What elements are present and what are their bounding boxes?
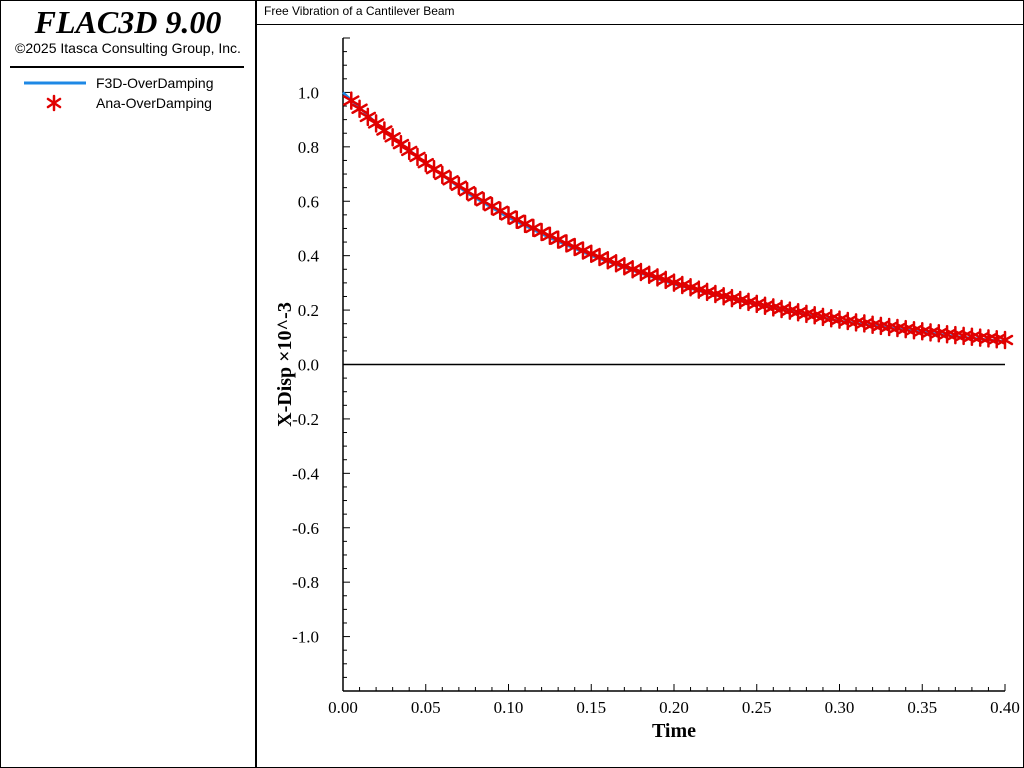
x-tick-label: 0.30: [825, 698, 855, 717]
panel-divider: [255, 0, 257, 768]
data-point-asterisk: [367, 114, 385, 133]
data-point-asterisk: [376, 121, 393, 140]
title-separator: [256, 24, 1024, 25]
legend-label-f3d: F3D-OverDamping: [96, 75, 214, 91]
data-point-asterisk: [599, 251, 617, 270]
data-point-asterisk: [624, 260, 641, 279]
x-tick-label: 0.20: [659, 698, 689, 717]
data-point-asterisk: [591, 247, 608, 267]
y-axis-label: X-Disp ×10^-3: [274, 302, 296, 427]
data-point-asterisk: [640, 265, 658, 284]
copyright-text: ©2025 Itasca Consulting Group, Inc.: [15, 40, 241, 56]
data-point-asterisk: [434, 165, 451, 185]
legend-label-ana: Ana-OverDamping: [96, 95, 212, 111]
data-point-asterisk: [409, 147, 426, 167]
data-point-asterisk: [616, 257, 633, 276]
data-point-asterisk: [665, 273, 683, 292]
y-tick-label: -1.0: [292, 628, 319, 647]
data-point-asterisk: [707, 284, 724, 304]
legend-separator: [10, 66, 244, 68]
data-point-asterisk: [674, 275, 691, 295]
data-point-asterisk: [574, 241, 592, 260]
y-tick-label: 0.6: [298, 192, 319, 211]
data-point-asterisk: [698, 282, 716, 302]
data-point-asterisk: [343, 91, 360, 110]
series-markers-ana: [343, 91, 1014, 350]
data-point-asterisk: [425, 159, 443, 179]
data-point-asterisk: [384, 128, 401, 147]
x-tick-label: 0.10: [494, 698, 524, 717]
y-tick-label: 0.4: [298, 247, 320, 266]
y-tick-label: -0.6: [292, 519, 319, 538]
series-line-f3d: [342, 91, 1006, 343]
y-tick-label: 0.8: [298, 138, 319, 157]
data-point-asterisk: [649, 268, 666, 287]
y-tick-label: 1.0: [298, 83, 319, 102]
y-tick-label: 0.0: [298, 356, 319, 375]
data-point-asterisk: [682, 277, 699, 297]
data-point-asterisk: [690, 280, 708, 299]
data-point-asterisk: [607, 254, 625, 273]
y-tick-label: -0.8: [292, 573, 319, 592]
app-title: FLAC3D 9.00: [34, 4, 222, 40]
x-tick-label: 0.00: [328, 698, 358, 717]
data-point-asterisk: [359, 107, 377, 127]
y-tick-label: -0.4: [292, 464, 319, 483]
plot-title: Free Vibration of a Cantilever Beam: [264, 4, 455, 18]
x-tick-label: 0.05: [411, 698, 441, 717]
data-point-asterisk: [583, 244, 600, 264]
x-tick-label: 0.25: [742, 698, 772, 717]
legend-symbols: [24, 81, 86, 112]
x-axis-label: Time: [652, 720, 696, 742]
x-tick-label: 0.15: [576, 698, 606, 717]
y-tick-label: 0.2: [298, 301, 319, 320]
x-tick-label: 0.35: [907, 698, 937, 717]
x-tick-label: 0.40: [990, 698, 1020, 717]
data-point-asterisk: [392, 134, 410, 154]
data-point-asterisk: [657, 270, 674, 290]
data-point-asterisk: [996, 330, 1014, 350]
data-point-asterisk: [632, 262, 650, 282]
y-tick-label: -0.2: [292, 410, 319, 429]
legend-asterisk-symbol: [46, 94, 62, 112]
data-point-asterisk: [351, 99, 368, 118]
